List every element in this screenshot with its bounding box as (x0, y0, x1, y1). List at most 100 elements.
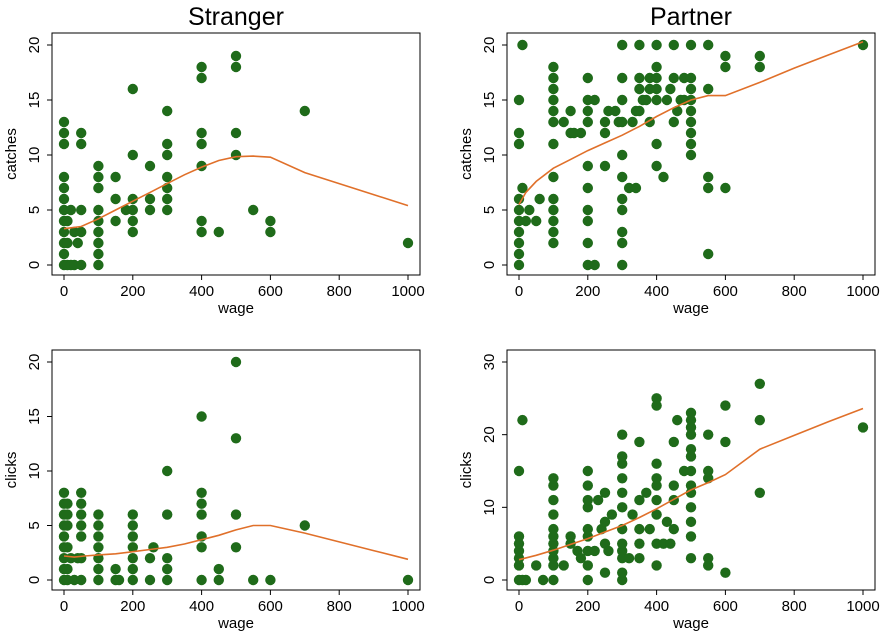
x-tick-label: 200 (575, 283, 600, 300)
x-tick-label: 600 (713, 283, 738, 300)
data-point (76, 520, 87, 531)
data-point (548, 83, 559, 95)
data-point (513, 204, 525, 216)
data-point (599, 487, 611, 498)
data-point (634, 39, 645, 51)
y-tick-label: 5 (26, 206, 43, 214)
data-point (627, 116, 638, 128)
data-point (582, 116, 593, 128)
data-point (634, 538, 645, 549)
data-point (582, 502, 593, 513)
data-point (599, 160, 611, 172)
data-point (617, 538, 628, 549)
data-point (582, 215, 593, 227)
data-point (230, 433, 242, 444)
data-point (196, 226, 207, 238)
data-point (93, 160, 104, 172)
data-point (230, 149, 242, 161)
data-point (196, 215, 207, 227)
data-point (162, 105, 173, 117)
data-point (630, 182, 642, 194)
data-point (661, 94, 673, 106)
data-point (548, 538, 559, 549)
data-point (162, 149, 173, 161)
data-point (58, 226, 70, 238)
data-point (76, 138, 87, 150)
data-point (230, 50, 242, 62)
data-point (665, 83, 676, 95)
y-tick-label: 10 (26, 463, 43, 480)
y-tick-label: 0 (26, 576, 43, 584)
data-point (548, 574, 559, 586)
data-point (58, 182, 70, 194)
data-point (575, 553, 587, 564)
data-point (665, 538, 676, 549)
data-point (513, 553, 525, 564)
data-point (213, 563, 224, 575)
data-point (93, 248, 104, 260)
data-point (402, 237, 414, 249)
data-point (265, 226, 276, 238)
data-point (62, 542, 73, 553)
data-point (720, 50, 731, 62)
fit-line (518, 407, 864, 561)
data-point (230, 542, 242, 553)
x-tick-label: 1000 (846, 283, 879, 300)
data-point (685, 502, 697, 513)
data-point (651, 61, 662, 73)
data-point (685, 531, 697, 542)
y-tick-label: 5 (26, 521, 43, 529)
data-point (524, 204, 535, 216)
data-point (58, 531, 70, 542)
plot-frame (51, 32, 421, 276)
data-point (148, 542, 159, 553)
data-point (65, 204, 77, 216)
data-point (651, 400, 662, 411)
data-point (513, 248, 525, 260)
data-point (582, 182, 593, 194)
data-point (213, 574, 224, 586)
data-point (196, 574, 207, 586)
data-point (703, 182, 714, 194)
data-point (517, 39, 528, 51)
data-point (589, 94, 600, 106)
data-point (651, 458, 662, 469)
data-point (548, 171, 559, 183)
data-point (162, 193, 173, 205)
data-point (685, 451, 697, 462)
y-axis-label: catches (458, 128, 475, 180)
y-tick-label: 20 (26, 354, 43, 371)
data-point (703, 83, 714, 95)
data-point (703, 39, 714, 51)
data-point (76, 127, 87, 139)
y-tick-label: 20 (26, 37, 43, 54)
data-point (58, 248, 70, 260)
data-point (617, 237, 628, 249)
data-point (513, 259, 525, 271)
data-point (93, 226, 104, 238)
data-point (703, 171, 714, 183)
x-axis-label: wage (672, 615, 709, 632)
data-point (641, 94, 652, 106)
data-point (548, 193, 559, 205)
data-point (589, 259, 600, 271)
fit-line (63, 155, 409, 230)
data-point (617, 226, 628, 238)
data-point (110, 193, 121, 205)
data-point (144, 193, 156, 205)
data-point (651, 94, 662, 106)
data-point (513, 560, 525, 571)
y-tick-label: 15 (26, 408, 43, 425)
data-point (617, 204, 628, 216)
x-tick-label: 200 (120, 283, 145, 300)
data-point (703, 560, 714, 571)
data-point (634, 72, 645, 84)
x-tick-label: 800 (782, 598, 807, 615)
data-point (641, 487, 652, 498)
data-point (513, 538, 525, 549)
data-point (93, 204, 104, 216)
data-point (754, 50, 765, 62)
data-point (634, 83, 645, 95)
data-point (196, 509, 207, 520)
data-point (592, 494, 604, 506)
